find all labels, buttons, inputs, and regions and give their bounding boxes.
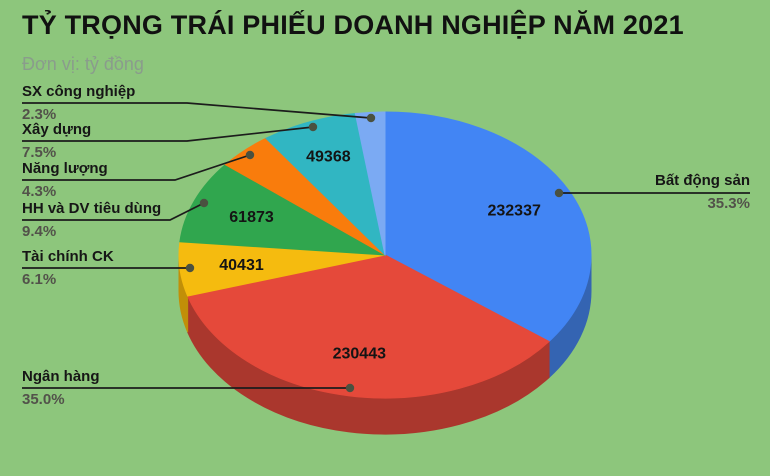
callout-percent: 6.1% bbox=[22, 271, 57, 288]
pie-value-label: 61873 bbox=[229, 209, 274, 226]
callout-label: Bất động sản bbox=[654, 172, 750, 189]
callout-percent: 4.3% bbox=[22, 183, 57, 200]
callout-ngan-hang: Ngân hàng 35.0% bbox=[22, 368, 100, 409]
callout-label: Năng lượng bbox=[22, 160, 108, 177]
leader-line bbox=[22, 102, 372, 119]
callout-hh-dv-tieu-dung: HH và DV tiêu dùng 9.4% bbox=[22, 200, 161, 241]
callout-label: Xây dựng bbox=[22, 121, 92, 138]
chart-title: TỶ TRỌNG TRÁI PHIẾU DOANH NGHIỆP NĂM 202… bbox=[22, 10, 684, 40]
pie-slice bbox=[265, 112, 386, 257]
callout-label: Ngân hàng bbox=[22, 368, 100, 385]
pie-slice bbox=[179, 164, 386, 256]
callout-percent: 7.5% bbox=[22, 144, 57, 161]
callout-sx-cong-nghiep: SX công nghiệp 2.3% bbox=[22, 83, 135, 124]
leader-line bbox=[22, 126, 314, 142]
leader-dot bbox=[554, 188, 564, 198]
callout-percent: 9.4% bbox=[22, 223, 57, 240]
callout-percent: 35.3% bbox=[707, 195, 750, 212]
pie-value-label: 49368 bbox=[306, 149, 351, 166]
callout-tai-chinh-ck: Tài chính CK 6.1% bbox=[22, 248, 114, 289]
leader-dot bbox=[185, 263, 195, 273]
chart-unit-label: Đơn vị: tỷ đồng bbox=[22, 54, 144, 74]
leader-line bbox=[22, 202, 205, 221]
leader-dot bbox=[245, 150, 255, 160]
callout-label: Tài chính CK bbox=[22, 248, 114, 265]
leader-dot bbox=[366, 113, 376, 123]
callout-label: HH và DV tiêu dùng bbox=[22, 200, 162, 217]
pie-slice bbox=[384, 111, 592, 343]
leader-dot bbox=[199, 198, 209, 208]
callout-bat-dong-san: Bất động sản 35.3% bbox=[655, 172, 750, 213]
leader-dot bbox=[308, 122, 318, 132]
leader-dot bbox=[345, 383, 355, 393]
callout-percent: 2.3% bbox=[22, 106, 57, 123]
pie-value-label: 230443 bbox=[333, 345, 386, 362]
pie-slice bbox=[186, 254, 550, 399]
callout-label: SX công nghiệp bbox=[22, 83, 136, 100]
callout-nang-luong: Năng lượng 4.3% bbox=[22, 160, 108, 201]
pie-slice bbox=[354, 111, 386, 256]
callout-xay-dung: Xây dựng 7.5% bbox=[22, 121, 91, 162]
leader-line bbox=[22, 154, 251, 181]
pie-value-label: 40431 bbox=[219, 257, 264, 274]
pie-value-label: 232337 bbox=[487, 202, 540, 219]
callout-percent: 35.0% bbox=[22, 391, 65, 408]
